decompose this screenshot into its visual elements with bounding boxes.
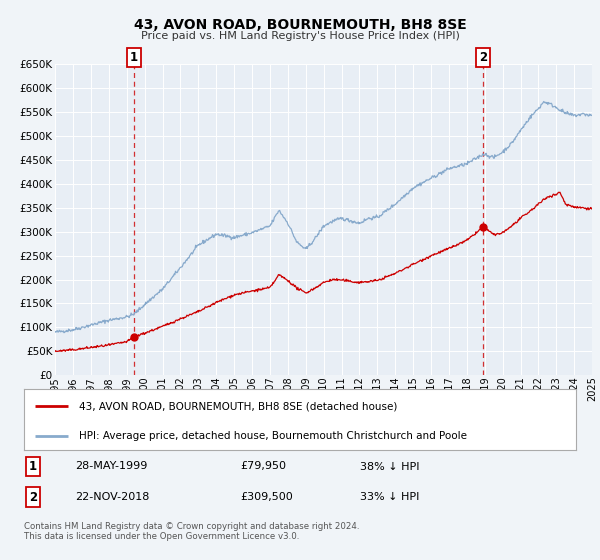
Text: Contains HM Land Registry data © Crown copyright and database right 2024.: Contains HM Land Registry data © Crown c… [24, 522, 359, 531]
Text: 43, AVON ROAD, BOURNEMOUTH, BH8 8SE: 43, AVON ROAD, BOURNEMOUTH, BH8 8SE [134, 18, 466, 32]
Text: 28-MAY-1999: 28-MAY-1999 [75, 461, 148, 472]
Text: HPI: Average price, detached house, Bournemouth Christchurch and Poole: HPI: Average price, detached house, Bour… [79, 431, 467, 441]
Text: 33% ↓ HPI: 33% ↓ HPI [360, 492, 419, 502]
Text: £309,500: £309,500 [240, 492, 293, 502]
Text: 22-NOV-2018: 22-NOV-2018 [75, 492, 149, 502]
Text: Price paid vs. HM Land Registry's House Price Index (HPI): Price paid vs. HM Land Registry's House … [140, 31, 460, 41]
Text: 2: 2 [479, 52, 487, 64]
Text: This data is licensed under the Open Government Licence v3.0.: This data is licensed under the Open Gov… [24, 532, 299, 541]
Text: £79,950: £79,950 [240, 461, 286, 472]
Text: 1: 1 [130, 52, 138, 64]
Text: 1: 1 [29, 460, 37, 473]
Text: 38% ↓ HPI: 38% ↓ HPI [360, 461, 419, 472]
Text: 43, AVON ROAD, BOURNEMOUTH, BH8 8SE (detached house): 43, AVON ROAD, BOURNEMOUTH, BH8 8SE (det… [79, 401, 398, 411]
Text: 2: 2 [29, 491, 37, 504]
